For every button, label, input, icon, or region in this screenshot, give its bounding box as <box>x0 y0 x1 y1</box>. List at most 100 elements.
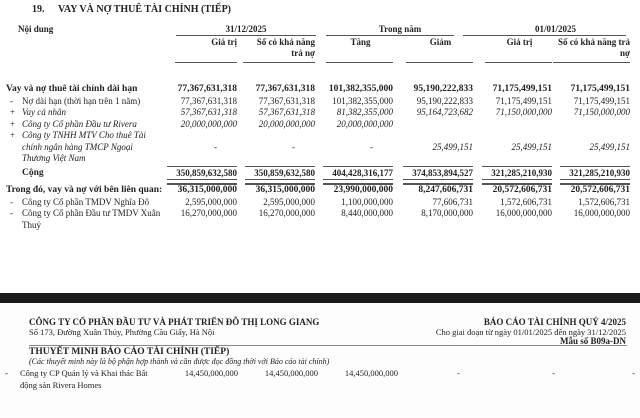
cell-value: 374,853,894,527 <box>412 168 473 178</box>
company-name: CÔNG TY CỔ PHẦN ĐẦU TƯ VÀ PHÁT TRIỂN ĐÔ … <box>29 317 320 327</box>
cell-value: 1,100,000,000 <box>341 197 393 207</box>
cell-value: 16,270,000,000 <box>180 208 237 218</box>
row-marker: - <box>10 197 13 207</box>
column-header: Số có khả năng trả nợ <box>256 37 315 58</box>
cell-value: 16,270,000,000 <box>258 208 315 218</box>
cell-value: - <box>552 368 555 378</box>
total-overline <box>403 166 473 167</box>
total-overline <box>560 166 630 167</box>
row-label: Thuỷ <box>22 219 41 230</box>
row-label: Công ty TNHH MTV Cho thuê Tài <box>22 130 146 140</box>
header-during-year: Trong năm <box>378 24 422 34</box>
cell-value: 23,990,000,000 <box>333 185 393 195</box>
row-marker: - <box>10 208 13 218</box>
notes-title: THUYẾT MINH BÁO CÁO TÀI CHÍNH (TIẾP) <box>29 347 230 357</box>
header-divider <box>29 345 627 346</box>
column-header: Số có khả năng trả nợ <box>557 37 630 58</box>
header-underline <box>175 62 237 63</box>
cell-value: 1,572,606,731 <box>500 197 552 207</box>
cell-value: 77,367,631,318 <box>180 96 237 106</box>
column-header: Giá trị <box>211 37 237 47</box>
total-underline <box>482 179 552 185</box>
total-underline <box>245 179 315 185</box>
cell-value: 95,190,222,833 <box>413 84 473 94</box>
group-underline <box>326 35 454 36</box>
header-period-end: 31/12/2025 <box>225 24 267 34</box>
row-label: Công ty CP Quản lý và Khai thác Bất <box>20 368 148 378</box>
total-underline <box>323 179 393 185</box>
cell-value: 8,440,000,000 <box>341 208 393 218</box>
row-marker: + <box>10 119 16 129</box>
cell-value: 95,190,222,833 <box>416 96 473 106</box>
form-number: Mẫu số B09a-DN <box>559 336 626 346</box>
row-marker: - <box>10 96 13 106</box>
column-header: Tăng <box>350 37 371 47</box>
group-underline <box>176 35 316 36</box>
cell-value: 25,499,151 <box>511 141 553 152</box>
cell-value: 71,150,000,000 <box>573 107 630 117</box>
cell-value: 71,175,499,151 <box>573 96 630 106</box>
column-header: Giá trị <box>506 37 533 47</box>
cell-value: - <box>292 141 295 152</box>
header-underline <box>326 62 393 63</box>
cell-value: 14,450,000,000 <box>264 368 318 378</box>
cell-value: 14,450,000,000 <box>344 368 398 378</box>
total-overline <box>482 166 552 167</box>
group-underline <box>463 35 626 36</box>
total-overline <box>245 166 315 167</box>
row-label: Công ty Cổ phần Đầu tư TMDV Xuân <box>22 208 161 218</box>
row-label: Cộng <box>22 168 44 178</box>
cell-value: 101,382,355,000 <box>332 96 393 106</box>
header-underline <box>243 62 315 63</box>
cell-value: 350,859,632,580 <box>176 168 237 178</box>
row-label: động sản Rivera Homes <box>20 380 102 390</box>
cell-value: 20,000,000,000 <box>258 119 315 129</box>
cell-value: 16,000,000,000 <box>573 208 630 218</box>
row-label: chính ngân hàng TMCP Ngoại <box>22 141 133 152</box>
report-title: BÁO CÁO TÀI CHÍNH QUÝ 4/2025 <box>483 317 626 327</box>
cell-value: 25,499,151 <box>432 141 474 152</box>
header-underline <box>406 62 473 63</box>
cell-value: 95,164,723,682 <box>416 107 473 117</box>
cell-value: 2,595,000,000 <box>263 197 315 207</box>
cell-value: - <box>370 141 373 152</box>
cell-value: - <box>457 368 460 378</box>
cell-value: 101,382,355,000 <box>328 84 393 94</box>
total-overline <box>323 166 393 167</box>
cell-value: 81,382,355,000 <box>336 107 393 117</box>
cell-value: 20,572,606,731 <box>492 185 552 195</box>
notes-subtitle: (Các thuyết minh này là bộ phận hợp thàn… <box>29 357 330 366</box>
cell-value: 77,606,731 <box>432 197 474 207</box>
cell-value: 57,367,631,318 <box>180 107 237 117</box>
row-marker: + <box>10 130 16 140</box>
cell-value: 321,285,210,930 <box>491 168 552 178</box>
row-label: Công ty Cổ phần Đầu tư Rivera <box>22 119 137 129</box>
company-address: Số 173, Đường Xuân Thủy, Phường Cầu Giấy… <box>29 327 215 337</box>
header-underline <box>553 62 630 63</box>
cell-value: 8,170,000,000 <box>421 208 473 218</box>
column-header: Giảm <box>429 37 452 47</box>
cell-value: 1,572,606,731 <box>578 197 630 207</box>
row-label: Vay cá nhân <box>22 107 66 117</box>
page-separator <box>0 293 640 303</box>
cell-value: 8,247,606,731 <box>418 185 473 195</box>
row-label: Thương Việt Nam <box>22 153 86 163</box>
row-marker: + <box>10 107 16 117</box>
header-content: Nội dung <box>18 24 54 34</box>
cell-value: 36,315,000,000 <box>255 185 315 195</box>
next-page: CÔNG TY CỔ PHẦN ĐẦU TƯ VÀ PHÁT TRIỂN ĐÔ … <box>0 303 640 418</box>
total-underline <box>403 179 473 185</box>
report-period: Cho giai đoạn từ ngày 01/01/2025 đến ngà… <box>435 327 626 337</box>
total-underline <box>167 179 237 185</box>
cell-value: 71,150,000,000 <box>495 107 552 117</box>
row-label: Vay và nợ thuê tài chính dài hạn <box>6 84 138 94</box>
cell-value: - <box>214 141 217 152</box>
cell-value: 71,175,499,151 <box>570 84 630 94</box>
cell-value: 71,175,499,151 <box>492 84 552 94</box>
section-number: 19. <box>32 4 45 15</box>
cell-value: 404,428,316,177 <box>332 168 393 178</box>
row-label: Trong đó, vay và nợ với bên liên quan: <box>6 185 163 195</box>
cell-value: 36,315,000,000 <box>177 185 237 195</box>
cell-value: 350,859,632,580 <box>254 168 315 178</box>
cell-value: 2,595,000,000 <box>185 197 237 207</box>
